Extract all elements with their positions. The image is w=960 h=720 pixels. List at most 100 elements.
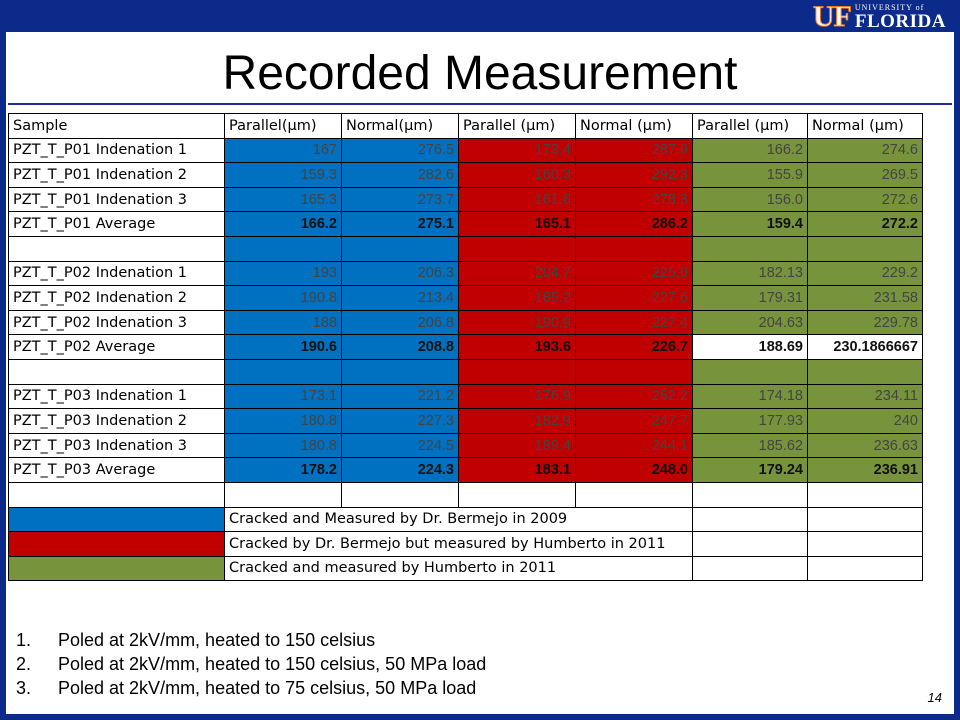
- sample-cell: PZT_T_P02 Indenation 2: [8, 285, 225, 311]
- value-cell: [458, 235, 576, 262]
- value-cell: [341, 358, 459, 385]
- note-item: 3. Poled at 2kV/mm, heated to 75 celsius,…: [16, 676, 486, 700]
- value-cell: 278.3: [575, 186, 693, 213]
- value-cell: 182.9: [458, 408, 576, 434]
- value-cell: 227.4: [575, 309, 693, 336]
- value-cell: 155.9: [692, 162, 808, 188]
- value-cell: 276.5: [341, 137, 459, 164]
- table-row: PZT_T_P01 Indenation 3 165.3 273.7 161.6 278…: [8, 186, 923, 213]
- value-cell: 206.3: [341, 260, 459, 287]
- value-cell: 166.2: [224, 211, 342, 237]
- value-cell: 161.6: [458, 186, 576, 213]
- table-row: PZT_T_P03 Indenation 3 180.8 224.5 189.4 244…: [8, 432, 923, 459]
- note-text: Poled at 2kV/mm, heated to 150 celsius, …: [58, 654, 487, 674]
- note-number: 2.: [16, 654, 32, 674]
- value-cell: 185.62: [692, 432, 808, 459]
- note-item: 2. Poled at 2kV/mm, heated to 150 celsius…: [16, 652, 486, 676]
- table-row: PZT_T_P03 Indenation 1 173.1 221.2 176.9 252…: [8, 383, 923, 410]
- value-cell: 156.0: [692, 186, 808, 213]
- legend-swatch: [8, 506, 225, 533]
- value-cell: [575, 235, 693, 262]
- legend-row: Cracked and Measured by Dr. Bermejo in 2…: [8, 506, 923, 533]
- value-cell: 224.3: [341, 457, 459, 483]
- value-cell: [807, 358, 923, 385]
- table-row: [8, 235, 923, 262]
- value-cell: 252.2: [575, 383, 693, 410]
- value-cell: [807, 235, 923, 262]
- note-item: 1. Poled at 2kV/mm, heated to 150 celsius: [16, 628, 486, 652]
- value-cell: 247.7: [575, 408, 693, 434]
- table-row: PZT_T_P03 Average 178.2 224.3 183.1 248.0 179…: [8, 457, 923, 483]
- value-cell: 204.63: [692, 309, 808, 336]
- value-cell: 227.3: [341, 408, 459, 434]
- value-cell: [224, 358, 342, 385]
- value-cell: 188: [224, 309, 342, 336]
- value-cell: 190.6: [224, 334, 342, 360]
- note-text: Poled at 2kV/mm, heated to 150 celsius: [58, 630, 376, 650]
- value-cell: [458, 358, 576, 385]
- note-text: Poled at 2kV/mm, heated to 75 celsius, 5…: [58, 678, 477, 698]
- table-row: PZT_T_P02 Indenation 1 193 206.3 204.7 225.0…: [8, 260, 923, 287]
- table-row: PZT_T_P02 Indenation 2 190.8 213.4 185.2 227…: [8, 285, 923, 311]
- logo-mark: UF: [812, 0, 852, 33]
- empty-cell: [458, 481, 576, 508]
- notes-list: 1. Poled at 2kV/mm, heated to 150 celsius…: [16, 628, 486, 700]
- value-cell: 244.1: [575, 432, 693, 459]
- value-cell: 213.4: [341, 285, 459, 311]
- table-row: PZT_T_P01 Indenation 1 167 276.5 173.4 287.9…: [8, 137, 923, 164]
- logo-wordmark: UNIVERSITY of FLORIDA: [855, 3, 946, 31]
- slide-title: Recorded Measurement: [222, 47, 738, 100]
- value-cell: 287.9: [575, 137, 693, 164]
- value-cell: 193.6: [458, 334, 576, 360]
- empty-cell: [692, 506, 808, 533]
- value-cell: 248.0: [575, 457, 693, 483]
- legend-swatch: [8, 531, 225, 557]
- sample-cell: PZT_T_P01 Indenation 2: [8, 162, 225, 188]
- value-cell: 286.2: [575, 211, 693, 237]
- value-cell: 236.91: [807, 457, 923, 483]
- measurement-table: Sample Parallel(μm) Normal(μm) Parallel (μm…: [8, 113, 923, 582]
- value-cell: 167: [224, 137, 342, 164]
- sample-cell: PZT_T_P01 Indenation 3: [8, 186, 225, 213]
- value-cell: 185.2: [458, 285, 576, 311]
- empty-cell: [807, 481, 923, 508]
- value-cell: 230.1866667: [807, 334, 923, 360]
- sample-cell: [8, 358, 225, 385]
- empty-cell: [692, 481, 808, 508]
- table-row: PZT_T_P03 Indenation 2 180.8 227.3 182.9 247…: [8, 408, 923, 434]
- value-cell: 189.4: [458, 432, 576, 459]
- legend-text: Cracked and Measured by Dr. Bermejo in 2…: [224, 506, 693, 533]
- value-cell: [692, 235, 808, 262]
- empty-cell: [224, 481, 342, 508]
- value-cell: 274.6: [807, 137, 923, 164]
- sample-cell: PZT_T_P03 Indenation 1: [8, 383, 225, 410]
- column-header: Normal(μm): [341, 113, 459, 139]
- value-cell: 173.1: [224, 383, 342, 410]
- legend-swatch: [8, 555, 225, 582]
- legend-text: Cracked by Dr. Bermejo but measured by H…: [224, 531, 693, 557]
- value-cell: 178.2: [224, 457, 342, 483]
- uf-logo: UF UNIVERSITY of FLORIDA: [812, 0, 946, 33]
- value-cell: 180.8: [224, 432, 342, 459]
- sample-cell: PZT_T_P02 Indenation 1: [8, 260, 225, 287]
- note-number: 1.: [16, 630, 32, 650]
- column-header: Sample: [8, 113, 225, 139]
- value-cell: 272.2: [807, 211, 923, 237]
- value-cell: 227.6: [575, 285, 693, 311]
- value-cell: 208.8: [341, 334, 459, 360]
- value-cell: 272.6: [807, 186, 923, 213]
- value-cell: 179.24: [692, 457, 808, 483]
- value-cell: 182.13: [692, 260, 808, 287]
- value-cell: 229.78: [807, 309, 923, 336]
- value-cell: 204.7: [458, 260, 576, 287]
- value-cell: [341, 235, 459, 262]
- table-row: PZT_T_P02 Average 190.6 208.8 193.6 226.7 188…: [8, 334, 923, 360]
- value-cell: 188.69: [692, 334, 808, 360]
- value-cell: 179.31: [692, 285, 808, 311]
- value-cell: 159.4: [692, 211, 808, 237]
- empty-cell: [341, 481, 459, 508]
- column-header: Parallel (μm): [692, 113, 808, 139]
- sample-cell: PZT_T_P02 Indenation 3: [8, 309, 225, 336]
- empty-cell: [692, 555, 808, 582]
- value-cell: 174.18: [692, 383, 808, 410]
